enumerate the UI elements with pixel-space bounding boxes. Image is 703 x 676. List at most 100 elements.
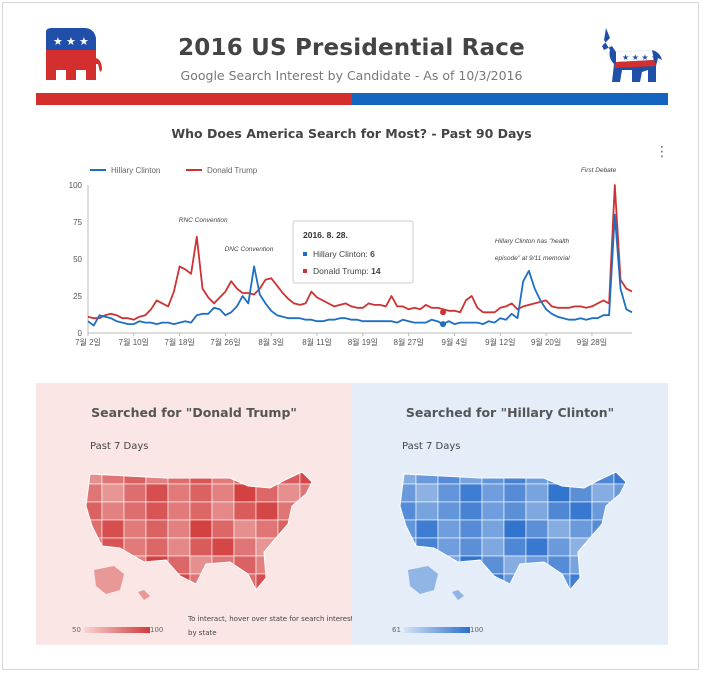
state-shape[interactable]: [591, 537, 615, 557]
state-shape[interactable]: [459, 466, 483, 485]
state-shape[interactable]: [437, 483, 461, 503]
state-shape[interactable]: [437, 466, 461, 485]
state-shape[interactable]: [437, 519, 461, 539]
state-shape[interactable]: [255, 537, 279, 557]
state-shape[interactable]: [613, 466, 634, 485]
state-shape[interactable]: [299, 519, 320, 539]
state-shape[interactable]: [80, 537, 103, 557]
state-shape[interactable]: [123, 555, 147, 575]
legend-label-0[interactable]: Hillary Clinton: [111, 166, 160, 175]
state-shape[interactable]: [123, 537, 147, 557]
state-shape[interactable]: [255, 466, 279, 485]
state-shape[interactable]: [569, 519, 593, 539]
state-shape[interactable]: [613, 501, 634, 521]
state-shape[interactable]: [525, 555, 549, 575]
state-shape[interactable]: [459, 555, 483, 575]
state-shape[interactable]: [547, 519, 571, 539]
state-shape[interactable]: [167, 573, 191, 592]
state-shape[interactable]: [394, 483, 417, 503]
state-shape[interactable]: [503, 537, 527, 557]
state-shape[interactable]: [234, 592, 256, 606]
state-shape[interactable]: [123, 519, 147, 539]
state-shape[interactable]: [80, 592, 102, 606]
state-shape[interactable]: [300, 592, 320, 606]
state-shape[interactable]: [591, 573, 615, 592]
state-shape[interactable]: [525, 519, 549, 539]
state-shape[interactable]: [211, 537, 235, 557]
state-shape[interactable]: [525, 573, 549, 592]
state-shape[interactable]: [459, 501, 483, 521]
state-shape[interactable]: [614, 592, 634, 606]
state-shape[interactable]: [613, 537, 634, 557]
state-shape[interactable]: [80, 483, 103, 503]
state-shape[interactable]: [212, 592, 234, 606]
state-shape[interactable]: [525, 537, 549, 557]
state-shape[interactable]: [437, 573, 461, 592]
state-shape[interactable]: [525, 466, 549, 485]
hover-point-trump[interactable]: [440, 309, 447, 316]
hover-point-clinton[interactable]: [440, 321, 447, 328]
state-shape[interactable]: [503, 501, 527, 521]
state-shape[interactable]: [189, 483, 213, 503]
state-shape[interactable]: [548, 592, 570, 606]
state-shape[interactable]: [145, 466, 169, 485]
state-shape[interactable]: [211, 519, 235, 539]
hawaii-shape[interactable]: [138, 590, 150, 600]
state-shape[interactable]: [101, 501, 125, 521]
state-shape[interactable]: [394, 537, 417, 557]
state-shape[interactable]: [503, 555, 527, 575]
state-shape[interactable]: [569, 537, 593, 557]
state-shape[interactable]: [481, 466, 505, 485]
state-shape[interactable]: [481, 519, 505, 539]
state-shape[interactable]: [189, 555, 213, 575]
state-shape[interactable]: [299, 555, 320, 575]
state-shape[interactable]: [255, 501, 279, 521]
state-shape[interactable]: [189, 466, 213, 485]
state-shape[interactable]: [299, 466, 320, 485]
state-shape[interactable]: [591, 519, 615, 539]
state-shape[interactable]: [591, 555, 615, 575]
state-shape[interactable]: [526, 592, 548, 606]
state-shape[interactable]: [415, 501, 439, 521]
state-shape[interactable]: [503, 466, 527, 485]
state-shape[interactable]: [167, 537, 191, 557]
alaska-shape[interactable]: [408, 566, 438, 594]
state-shape[interactable]: [211, 483, 235, 503]
state-shape[interactable]: [569, 501, 593, 521]
state-shape[interactable]: [167, 519, 191, 539]
state-shape[interactable]: [123, 466, 147, 485]
more-options-icon[interactable]: ⋮: [655, 144, 669, 160]
clinton-us-map[interactable]: [394, 466, 634, 606]
state-shape[interactable]: [613, 555, 634, 575]
state-shape[interactable]: [437, 501, 461, 521]
state-shape[interactable]: [277, 573, 301, 592]
state-shape[interactable]: [102, 592, 124, 606]
state-shape[interactable]: [255, 573, 279, 592]
state-shape[interactable]: [394, 592, 416, 606]
state-shape[interactable]: [211, 501, 235, 521]
state-shape[interactable]: [145, 573, 169, 592]
state-shape[interactable]: [459, 537, 483, 557]
state-shape[interactable]: [255, 555, 279, 575]
state-shape[interactable]: [233, 555, 257, 575]
state-shape[interactable]: [416, 592, 438, 606]
state-shape[interactable]: [278, 592, 300, 606]
state-shape[interactable]: [145, 501, 169, 521]
state-shape[interactable]: [415, 519, 439, 539]
state-shape[interactable]: [299, 501, 320, 521]
state-shape[interactable]: [481, 537, 505, 557]
state-shape[interactable]: [80, 466, 103, 485]
state-shape[interactable]: [503, 519, 527, 539]
state-shape[interactable]: [394, 466, 417, 485]
state-shape[interactable]: [211, 555, 235, 575]
state-shape[interactable]: [459, 483, 483, 503]
state-shape[interactable]: [168, 592, 190, 606]
state-shape[interactable]: [189, 537, 213, 557]
state-shape[interactable]: [437, 537, 461, 557]
state-shape[interactable]: [145, 483, 169, 503]
state-shape[interactable]: [503, 483, 527, 503]
state-shape[interactable]: [123, 483, 147, 503]
state-shape[interactable]: [80, 501, 103, 521]
state-shape[interactable]: [277, 519, 301, 539]
state-shape[interactable]: [145, 519, 169, 539]
